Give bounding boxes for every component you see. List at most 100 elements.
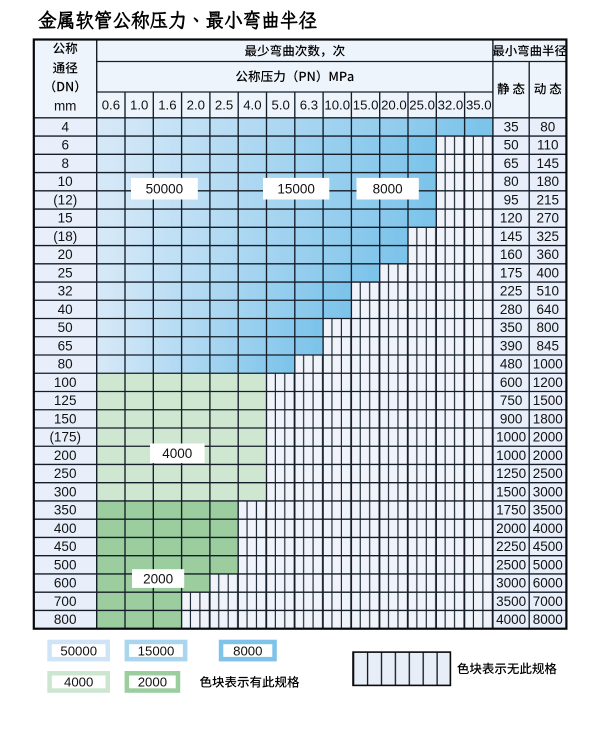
- svg-text:1800: 1800: [533, 411, 563, 426]
- svg-text:65: 65: [504, 156, 519, 171]
- svg-text:750: 750: [500, 393, 523, 408]
- svg-text:480: 480: [500, 357, 523, 372]
- svg-text:250: 250: [54, 466, 77, 481]
- svg-text:600: 600: [54, 576, 77, 591]
- svg-text:5000: 5000: [533, 557, 563, 572]
- svg-text:4000: 4000: [533, 521, 563, 536]
- svg-text:20: 20: [58, 247, 73, 262]
- svg-text:0.6: 0.6: [102, 98, 120, 113]
- svg-text:80: 80: [504, 174, 519, 189]
- svg-text:900: 900: [500, 411, 523, 426]
- svg-text:2.0: 2.0: [187, 98, 205, 113]
- svg-text:20.0: 20.0: [381, 98, 407, 113]
- svg-text:4000: 4000: [162, 446, 192, 461]
- svg-text:1.0: 1.0: [130, 98, 148, 113]
- svg-text:110: 110: [537, 138, 559, 153]
- svg-text:10.0: 10.0: [324, 98, 350, 113]
- svg-text:40: 40: [58, 302, 73, 317]
- svg-text:400: 400: [537, 265, 560, 280]
- svg-text:8: 8: [61, 156, 69, 171]
- svg-text:450: 450: [54, 539, 77, 554]
- svg-text:125: 125: [54, 393, 77, 408]
- svg-text:4: 4: [61, 119, 69, 134]
- svg-text:845: 845: [537, 338, 560, 353]
- svg-text:4.0: 4.0: [243, 98, 261, 113]
- svg-text:15000: 15000: [138, 643, 175, 658]
- svg-text:6: 6: [61, 138, 69, 153]
- svg-text:8000: 8000: [233, 643, 262, 658]
- svg-text:1000: 1000: [496, 448, 526, 463]
- svg-text:800: 800: [537, 320, 560, 335]
- svg-text:50: 50: [58, 320, 73, 335]
- svg-text:145: 145: [537, 156, 560, 171]
- svg-text:1250: 1250: [496, 466, 526, 481]
- svg-text:2000: 2000: [496, 521, 526, 536]
- svg-text:4000: 4000: [496, 612, 526, 627]
- svg-text:215: 215: [537, 192, 560, 207]
- svg-text:25: 25: [58, 265, 73, 280]
- svg-text:200: 200: [54, 448, 77, 463]
- svg-text:50000: 50000: [60, 643, 97, 658]
- svg-text:350: 350: [54, 503, 77, 518]
- svg-text:2000: 2000: [533, 448, 563, 463]
- svg-text:390: 390: [500, 338, 523, 353]
- svg-text:280: 280: [500, 302, 523, 317]
- svg-text:600: 600: [500, 375, 523, 390]
- svg-text:50: 50: [504, 138, 519, 153]
- svg-text:(175): (175): [49, 430, 81, 445]
- svg-text:8000: 8000: [533, 612, 563, 627]
- svg-text:1.6: 1.6: [158, 98, 176, 113]
- svg-text:800: 800: [54, 612, 77, 627]
- svg-text:400: 400: [54, 521, 77, 536]
- svg-text:160: 160: [500, 247, 523, 262]
- svg-text:2000: 2000: [138, 675, 167, 690]
- svg-text:3000: 3000: [533, 484, 563, 499]
- svg-text:300: 300: [54, 484, 77, 499]
- svg-text:3500: 3500: [533, 503, 563, 518]
- svg-text:4000: 4000: [64, 675, 93, 690]
- svg-text:2500: 2500: [533, 466, 563, 481]
- svg-text:180: 180: [537, 174, 560, 189]
- svg-text:2250: 2250: [496, 539, 526, 554]
- svg-text:2.5: 2.5: [215, 98, 233, 113]
- svg-text:500: 500: [54, 557, 77, 572]
- svg-text:2000: 2000: [533, 430, 563, 445]
- svg-text:6000: 6000: [533, 576, 563, 591]
- svg-text:(12): (12): [53, 192, 77, 207]
- svg-text:32: 32: [58, 284, 73, 299]
- svg-text:3500: 3500: [496, 594, 526, 609]
- svg-text:700: 700: [54, 594, 77, 609]
- svg-text:4500: 4500: [533, 539, 563, 554]
- svg-text:175: 175: [500, 265, 523, 280]
- svg-text:(18): (18): [53, 229, 77, 244]
- svg-text:80: 80: [58, 357, 73, 372]
- svg-text:510: 510: [537, 284, 560, 299]
- svg-text:65: 65: [58, 338, 73, 353]
- svg-text:2000: 2000: [143, 571, 173, 586]
- svg-text:350: 350: [500, 320, 523, 335]
- svg-text:225: 225: [500, 284, 523, 299]
- svg-text:7000: 7000: [533, 594, 563, 609]
- svg-text:1750: 1750: [496, 503, 526, 518]
- svg-text:1000: 1000: [533, 357, 563, 372]
- svg-text:8000: 8000: [373, 182, 403, 197]
- svg-text:32.0: 32.0: [438, 98, 464, 113]
- svg-text:120: 120: [500, 211, 523, 226]
- svg-text:50000: 50000: [146, 182, 184, 197]
- svg-text:3000: 3000: [496, 576, 526, 591]
- svg-text:25.0: 25.0: [409, 98, 435, 113]
- svg-text:5.0: 5.0: [272, 98, 290, 113]
- svg-text:100: 100: [54, 375, 77, 390]
- svg-text:mm: mm: [54, 99, 77, 114]
- svg-text:640: 640: [537, 302, 560, 317]
- svg-text:15000: 15000: [277, 182, 315, 197]
- svg-text:145: 145: [500, 229, 523, 244]
- svg-text:325: 325: [537, 229, 560, 244]
- svg-text:1500: 1500: [533, 393, 563, 408]
- svg-text:1500: 1500: [496, 484, 526, 499]
- svg-text:270: 270: [537, 211, 560, 226]
- svg-text:360: 360: [537, 247, 560, 262]
- svg-text:150: 150: [54, 411, 77, 426]
- svg-text:80: 80: [540, 119, 555, 134]
- svg-text:1200: 1200: [533, 375, 563, 390]
